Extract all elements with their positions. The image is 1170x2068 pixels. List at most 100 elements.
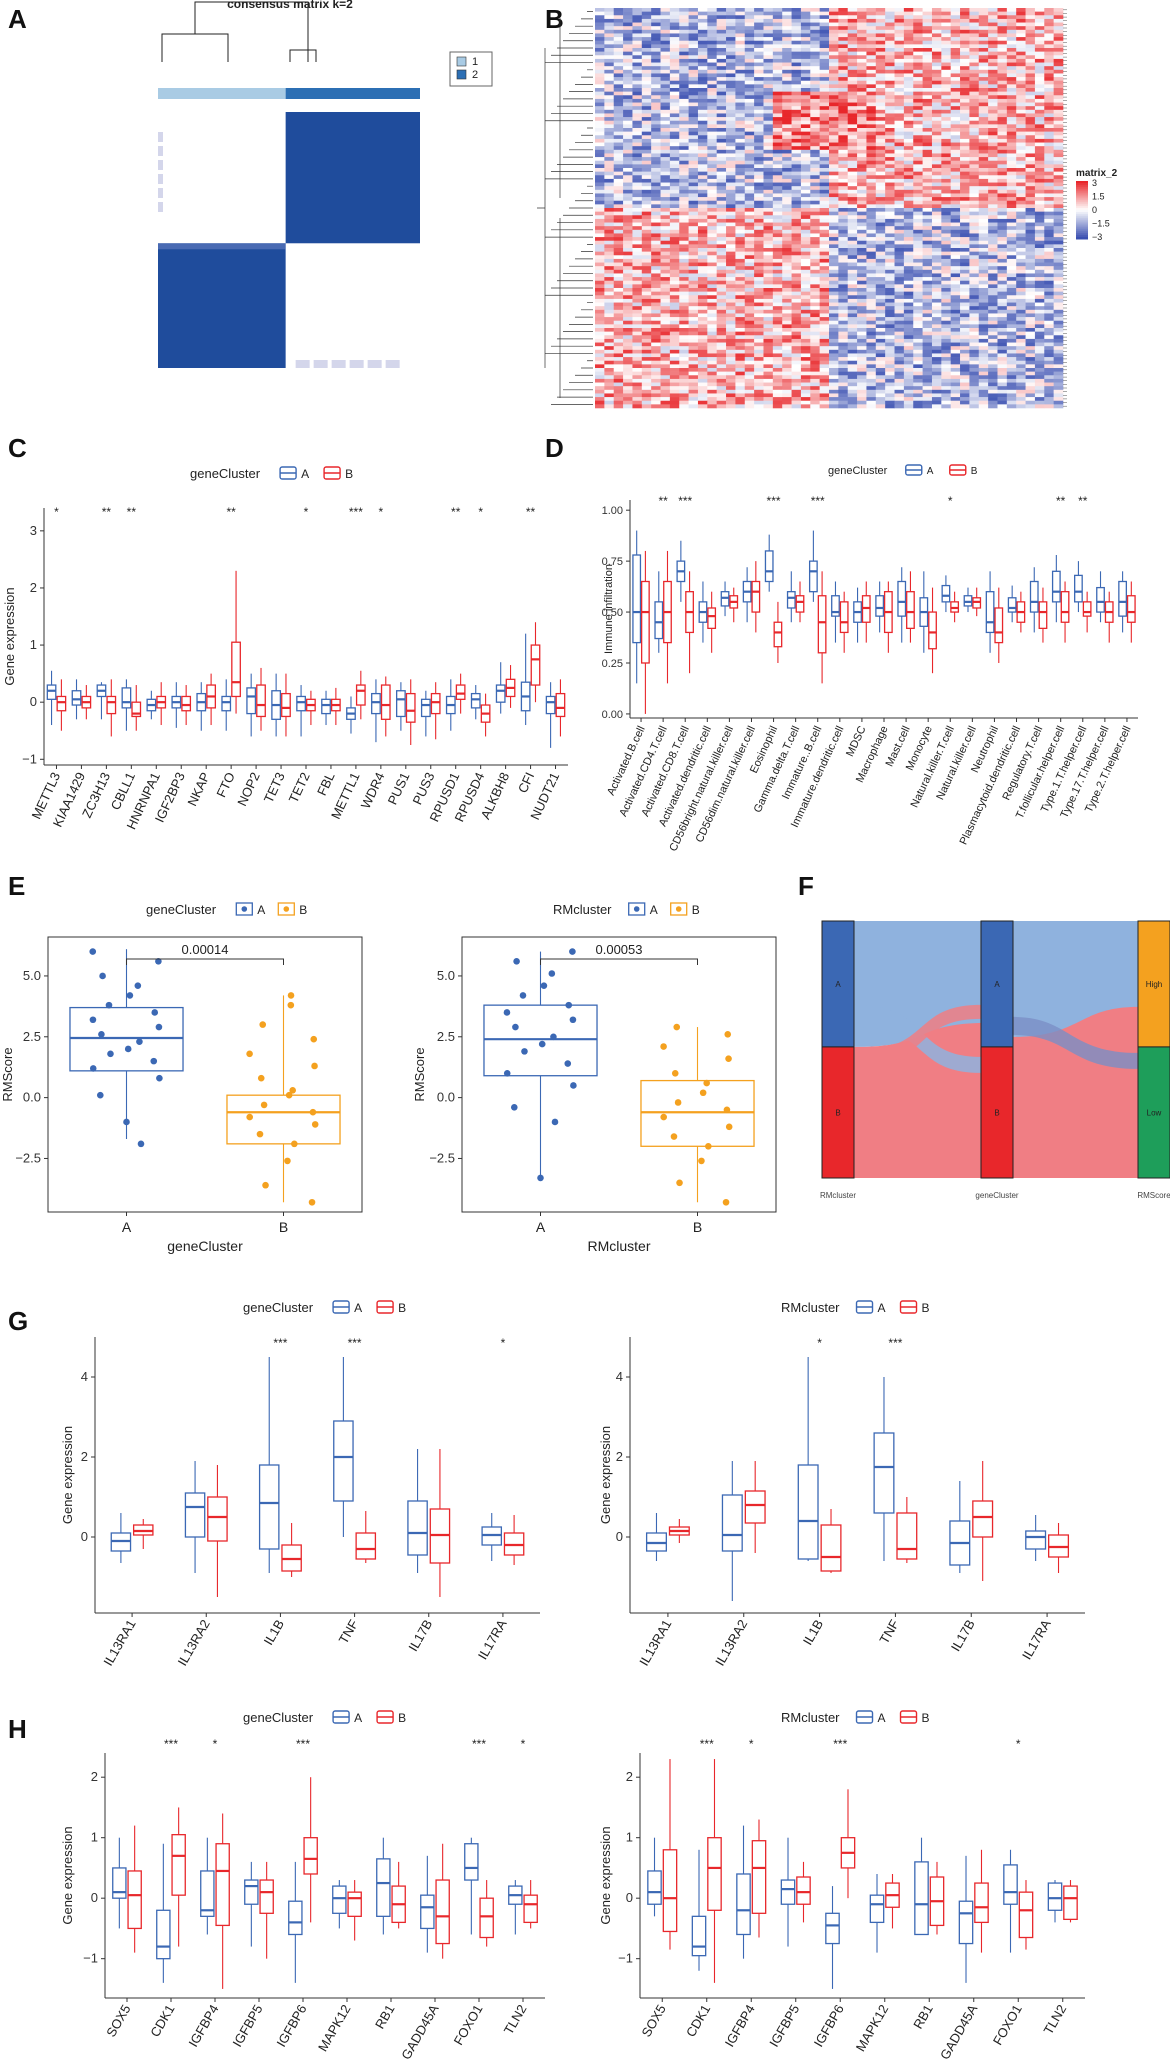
heatmap-cell [866, 113, 877, 118]
heatmap-cell [791, 69, 802, 74]
heatmap-cell [1006, 222, 1017, 227]
heatmap-cell [969, 193, 980, 198]
heatmap-cell [1044, 15, 1054, 20]
heatmap-cell [1016, 200, 1026, 205]
heatmap-cell [754, 40, 764, 45]
heatmap-cell [857, 262, 867, 267]
heatmap-cell [941, 58, 951, 63]
heatmap-cell [875, 95, 886, 100]
heatmap-cell [1016, 109, 1026, 114]
heatmap-cell [875, 277, 886, 282]
heatmap-cell [950, 44, 961, 49]
heatmap-cell [791, 48, 802, 52]
heatmap-cell [931, 146, 942, 151]
heatmap-cell [707, 240, 717, 245]
heatmap-cell [800, 335, 811, 340]
heatmap-cell [800, 77, 811, 82]
heatmap-cell [595, 8, 605, 12]
heatmap-cell [632, 248, 643, 252]
heatmap-cell [744, 102, 755, 107]
heatmap-cell [810, 40, 820, 45]
heatmap-cell [1044, 255, 1054, 260]
heatmap-cell [960, 160, 970, 165]
heatmap-cell [857, 273, 867, 278]
heatmap-cell [810, 211, 820, 216]
heatmap-cell [1006, 11, 1017, 16]
heatmap-cell [800, 269, 811, 274]
heatmap-cell [604, 269, 615, 274]
heatmap-cell [651, 91, 661, 96]
heatmap-cell [669, 229, 680, 234]
heatmap-cell [595, 135, 605, 140]
heatmap-cell [829, 22, 839, 27]
heatmap-cell [800, 204, 811, 209]
heatmap-cell [772, 266, 783, 271]
heatmap-cell [800, 178, 811, 183]
heatmap-cell [791, 269, 802, 274]
heatmap-cell [1053, 357, 1064, 362]
heatmap-cell [716, 186, 727, 191]
heatmap-cell [782, 357, 792, 362]
heatmap-cell [735, 138, 746, 143]
heatmap-cell [623, 357, 633, 362]
heatmap-cell [726, 248, 736, 252]
heatmap-cell [679, 298, 689, 303]
heatmap-cell [782, 102, 792, 107]
heatmap-cell [894, 335, 905, 340]
heatmap-cell [988, 22, 998, 27]
heatmap-cell [726, 131, 736, 136]
heatmap-cell [969, 131, 980, 136]
heatmap-cell [969, 117, 980, 122]
heatmap-cell [894, 84, 905, 89]
heatmap-cell [1034, 342, 1045, 347]
heatmap-cell [866, 182, 877, 187]
heatmap-cell [669, 37, 680, 42]
heatmap-cell [941, 233, 951, 238]
heatmap-cell [838, 324, 849, 329]
heatmap-cell [613, 40, 624, 45]
heatmap-cell [604, 106, 615, 111]
heatmap-cell [791, 135, 802, 140]
heatmap-cell [604, 91, 615, 96]
heatmap-cell [735, 324, 746, 329]
heatmap-cell [641, 277, 652, 282]
heatmap-cell [641, 273, 652, 278]
heatmap-cell [791, 288, 802, 292]
heatmap-cell [1025, 313, 1036, 318]
heatmap-cell [763, 15, 774, 20]
heatmap-cell [726, 11, 736, 16]
heatmap-cell [782, 149, 792, 154]
heatmap-cell [669, 88, 680, 92]
heatmap-cell [1044, 302, 1054, 307]
heatmap-cell [697, 120, 708, 125]
heatmap-cell [613, 11, 624, 16]
heatmap-cell [847, 226, 858, 231]
heatmap-cell [641, 226, 652, 231]
heatmap-cell [950, 98, 961, 103]
heatmap-cell [810, 138, 820, 143]
heatmap-cell [922, 149, 933, 154]
heatmap-cell [613, 84, 624, 89]
heatmap-cell [632, 8, 643, 12]
heatmap-cell [857, 171, 867, 176]
heatmap-cell [960, 262, 970, 267]
heatmap-cell [641, 175, 652, 180]
heatmap-cell [744, 40, 755, 45]
heatmap-cell [613, 317, 624, 322]
heatmap-cell [1044, 73, 1054, 78]
heatmap-cell [754, 360, 764, 365]
heatmap-cell [613, 58, 624, 63]
heatmap-cell [791, 357, 802, 362]
heatmap-cell [1016, 48, 1026, 52]
heatmap-cell [829, 186, 839, 191]
heatmap-cell [688, 291, 699, 296]
heatmap-cell [950, 11, 961, 16]
heatmap-cell [1016, 18, 1026, 23]
heatmap-cell [726, 178, 736, 183]
heatmap-cell [960, 338, 970, 343]
heatmap-cell [988, 98, 998, 103]
heatmap-cell [885, 189, 895, 194]
heatmap-cell [1016, 62, 1026, 67]
heatmap-cell [1053, 229, 1064, 234]
heatmap-cell [857, 291, 867, 296]
